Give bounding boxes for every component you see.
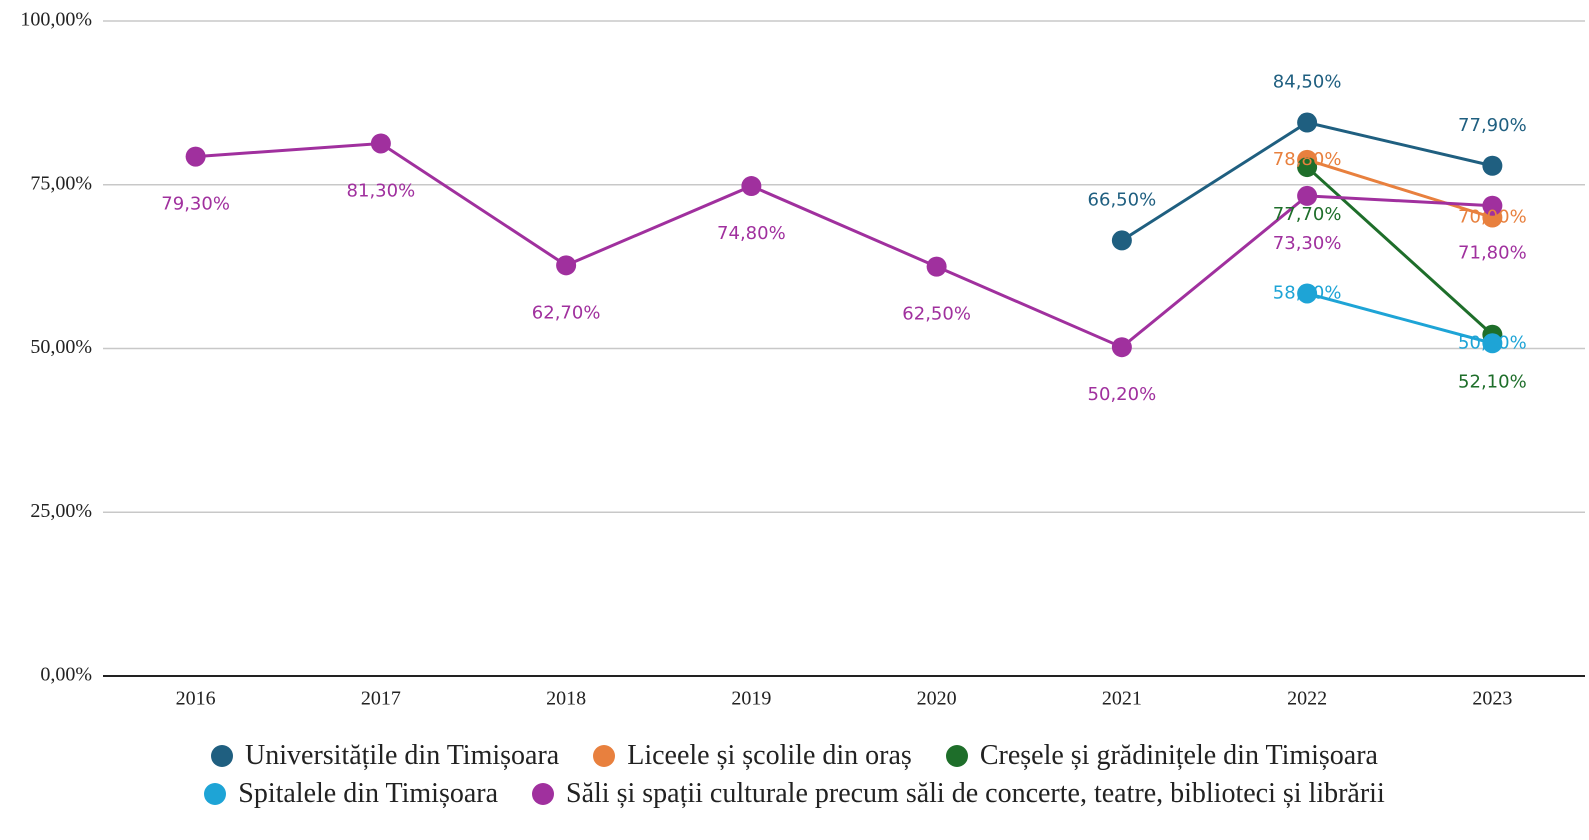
data-label: 74,80%: [717, 223, 786, 244]
data-label: 81,30%: [347, 180, 416, 201]
x-tick-label: 2022: [1287, 688, 1327, 710]
legend: Universitățile din Timișoara Liceele și ș…: [0, 740, 1589, 810]
legend-item: Spitalele din Timișoara: [204, 778, 498, 810]
data-label: 62,70%: [532, 302, 601, 323]
data-label: 62,50%: [902, 304, 971, 325]
legend-label: Creșele și grădinițele din Timișoara: [979, 740, 1378, 771]
legend-swatch: [945, 745, 968, 767]
legend-label: Spitalele din Timișoara: [238, 778, 499, 809]
data-label: 73,30%: [1273, 233, 1342, 254]
data-label: 50,20%: [1088, 384, 1157, 405]
x-tick-label: 2017: [361, 688, 401, 710]
legend-item: Săli și spații culturale precum săli de …: [532, 778, 1385, 810]
x-tick-label: 2020: [917, 688, 957, 710]
marker: [1482, 333, 1503, 354]
x-tick-label: 2023: [1472, 688, 1512, 710]
legend-item: Liceele și școlile din oraș: [593, 740, 912, 772]
y-tick-label: 50,00%: [30, 336, 92, 358]
y-tick-label: 100,00%: [20, 9, 92, 31]
data-label: 58,40%: [1273, 282, 1342, 303]
legend-swatch: [593, 745, 616, 767]
marker: [556, 255, 577, 276]
marker: [1297, 185, 1318, 206]
marker: [741, 176, 762, 197]
marker: [926, 256, 947, 277]
data-label: 70,00%: [1458, 207, 1527, 228]
marker: [1297, 157, 1318, 178]
x-tick-label: 2021: [1102, 688, 1142, 710]
legend-swatch: [204, 783, 227, 805]
marker: [185, 146, 206, 167]
data-label: 77,70%: [1273, 204, 1342, 225]
legend-swatch: [211, 745, 234, 767]
x-tick-label: 2018: [546, 688, 586, 710]
y-tick-label: 75,00%: [30, 172, 92, 194]
marker: [1482, 195, 1503, 216]
legend-label: Liceele și școlile din oraș: [627, 740, 912, 771]
chart: 0,00% 25,00% 50,00% 75,00% 100,00% 2016 2017 20…: [20, 9, 1585, 710]
data-label: 66,50%: [1088, 189, 1157, 210]
legend-item: Universitățile din Timișoara: [211, 740, 559, 772]
legend-label: Săli și spații culturale precum săli de …: [566, 778, 1385, 809]
marker: [1111, 230, 1132, 251]
marker: [1482, 155, 1503, 176]
x-tick-label: 2019: [731, 688, 771, 710]
data-label: 71,80%: [1458, 243, 1527, 264]
data-label: 78,80%: [1273, 149, 1342, 170]
legend-label: Universitățile din Timișoara: [245, 740, 560, 771]
marker: [370, 133, 391, 154]
x-tick-label: 2016: [176, 688, 216, 710]
data-label: 84,50%: [1273, 72, 1342, 93]
marker: [1111, 337, 1132, 358]
data-label: 77,90%: [1458, 115, 1527, 136]
series-line: [1306, 292, 1493, 345]
marker: [1297, 112, 1318, 133]
data-label: 50,80%: [1458, 332, 1527, 353]
legend-swatch: [532, 783, 555, 805]
data-label: 79,30%: [161, 194, 230, 215]
series-line: [1306, 165, 1494, 336]
data-label: 52,10%: [1458, 372, 1527, 393]
marker: [1297, 283, 1318, 304]
series-line: [195, 141, 1493, 349]
y-tick-label: 25,00%: [30, 500, 92, 522]
y-tick-label: 0,00%: [40, 664, 92, 686]
series-line: [1306, 158, 1493, 219]
legend-item: Creșele și grădinițele din Timișoara: [945, 740, 1378, 772]
